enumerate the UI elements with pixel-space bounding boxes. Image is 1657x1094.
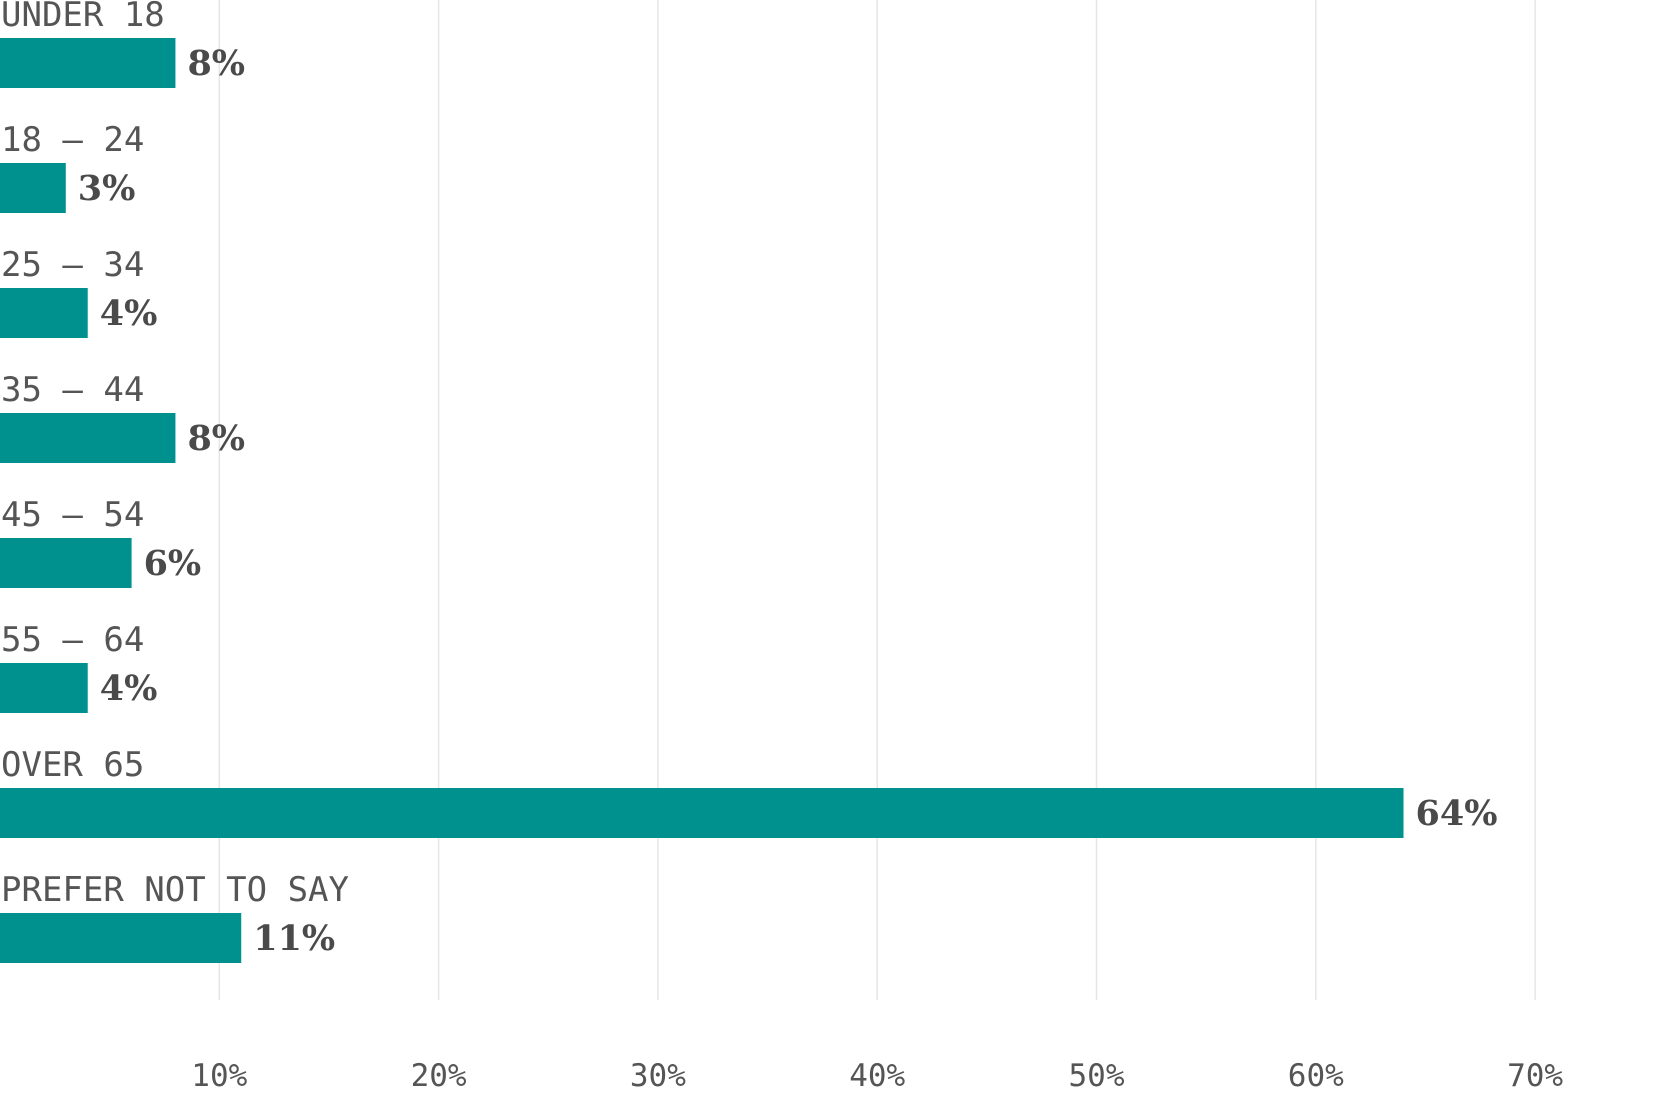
x-tick-label: 70%: [1507, 1058, 1563, 1094]
x-tick-label: 20%: [411, 1058, 467, 1094]
category-label: PREFER NOT TO SAY: [1, 870, 349, 910]
category-label: 35 – 44: [1, 370, 144, 410]
value-label: 4%: [100, 668, 158, 709]
category-label: 45 – 54: [1, 495, 144, 535]
value-label: 6%: [144, 543, 202, 584]
category-label: UNDER 18: [1, 0, 165, 35]
x-tick-label: 10%: [191, 1058, 247, 1094]
value-label: 11%: [253, 918, 335, 959]
x-tick-label: 40%: [849, 1058, 905, 1094]
x-tick-label: 30%: [630, 1058, 686, 1094]
gridlines: [218, 0, 1536, 1000]
category-label: 55 – 64: [1, 620, 144, 660]
bar: [0, 538, 132, 588]
category-label: 18 – 24: [1, 120, 144, 160]
bar: [0, 163, 66, 213]
bar: [0, 913, 242, 963]
value-label: 8%: [187, 418, 245, 459]
bar: [0, 663, 88, 713]
x-tick-label: 60%: [1288, 1058, 1344, 1094]
value-label: 8%: [187, 43, 245, 84]
bar: [0, 413, 176, 463]
bar: [0, 38, 176, 88]
bars: [0, 38, 1404, 963]
category-label: OVER 65: [1, 745, 144, 785]
bar: [0, 288, 88, 338]
value-label: 4%: [100, 293, 158, 334]
labels: UNDER 18 8% 18 – 24 3% 25 – 34 4% 35 – 44 8% 45 …: [1, 0, 1497, 959]
x-tick-label: 50%: [1069, 1058, 1125, 1094]
value-label: 3%: [78, 168, 136, 209]
category-label: 25 – 34: [1, 245, 144, 285]
bar: [0, 788, 1404, 838]
value-label: 64%: [1416, 793, 1498, 834]
x-axis-ticks: 10% 20% 30% 40% 50% 60% 70%: [191, 1058, 1563, 1094]
